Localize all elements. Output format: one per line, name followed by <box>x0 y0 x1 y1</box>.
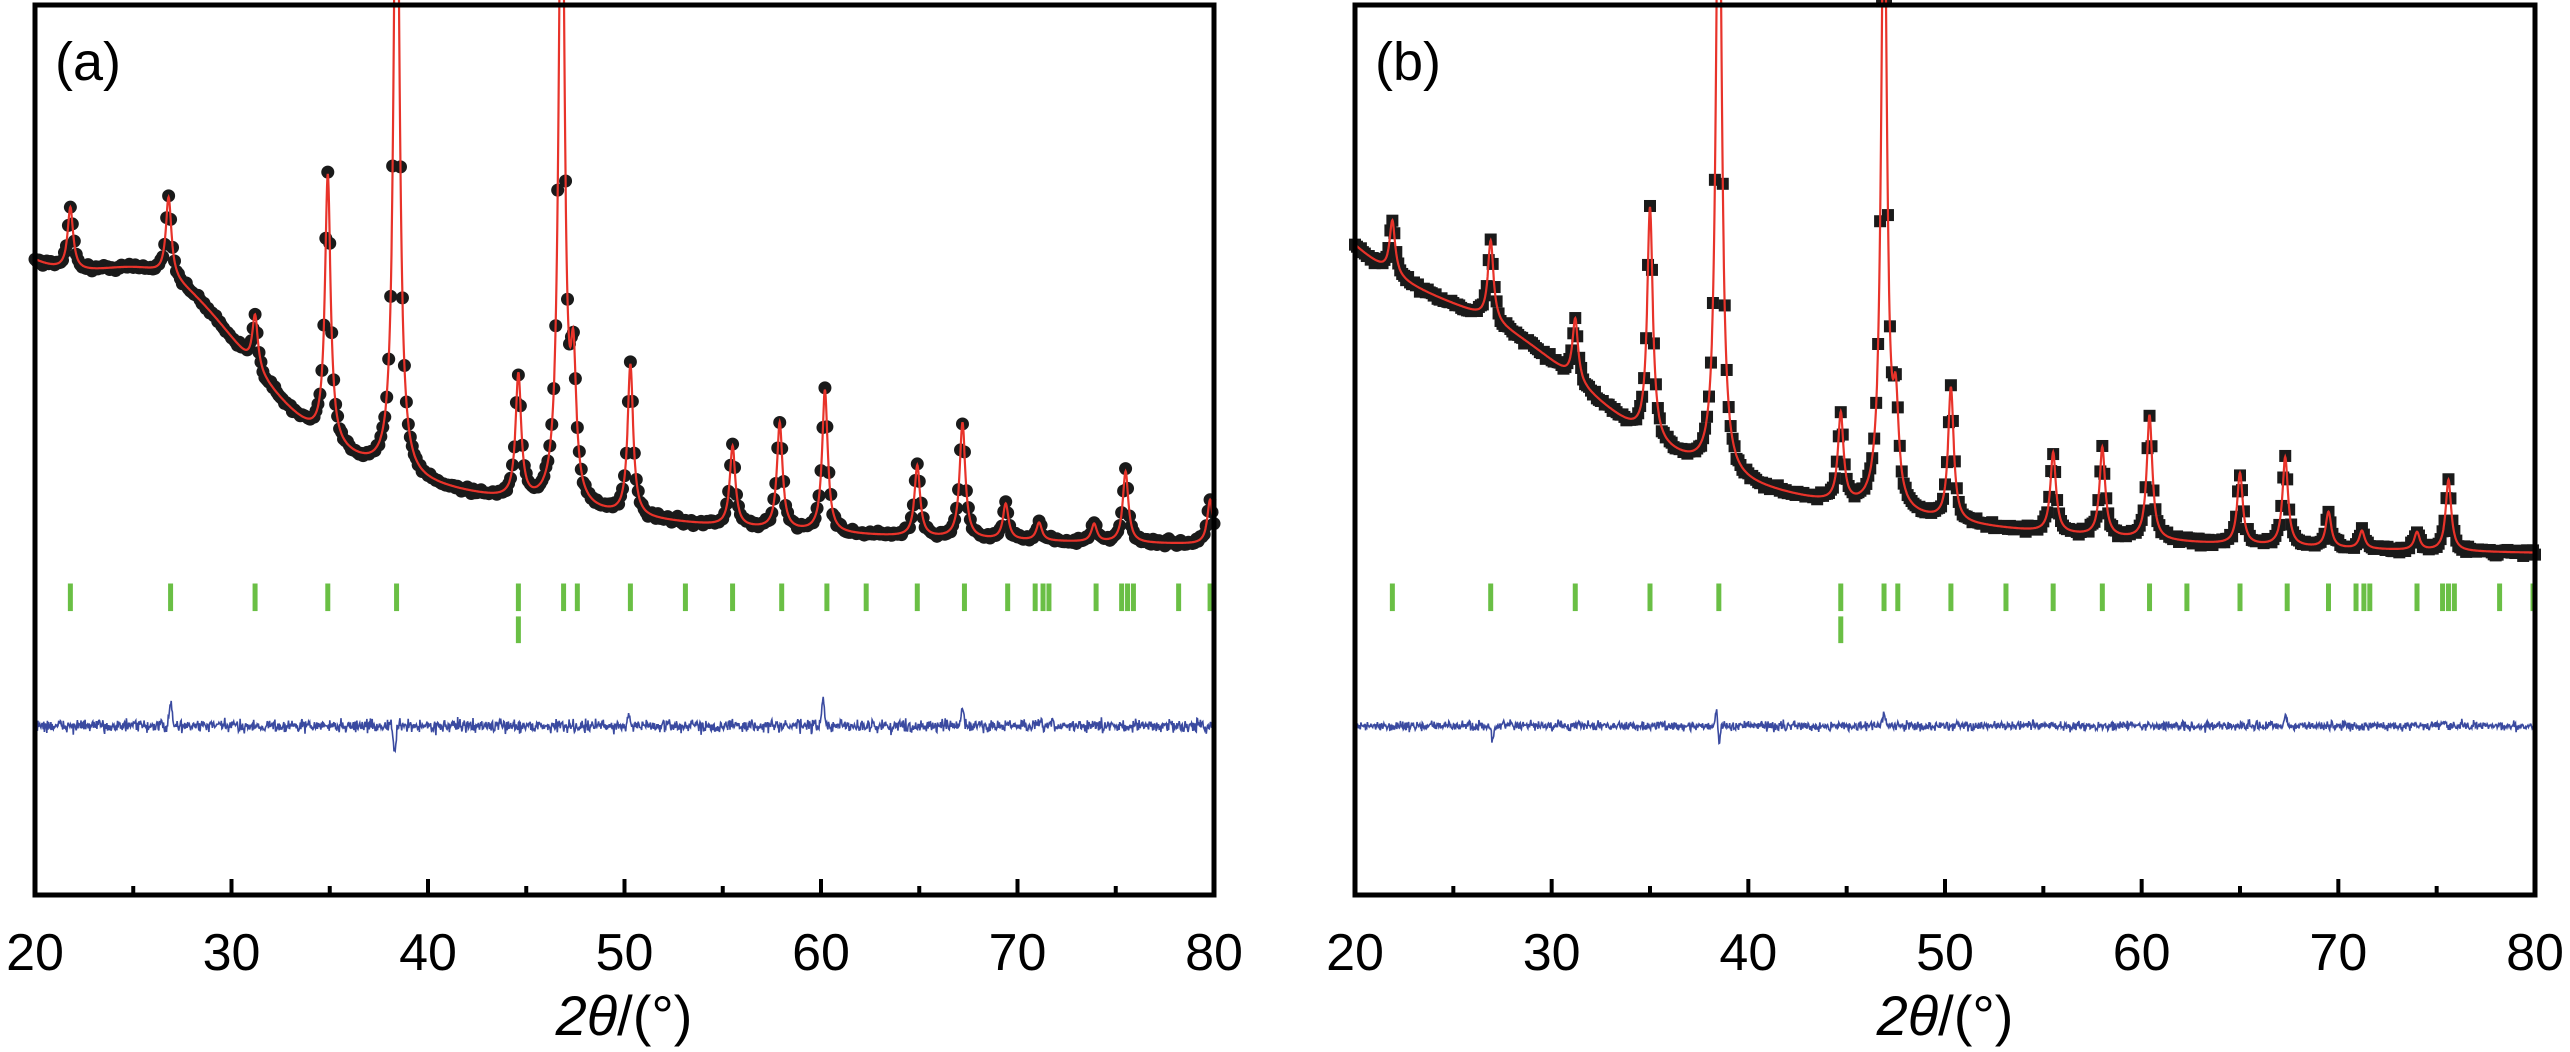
panel-a-x-axis-ticks <box>33 879 1216 895</box>
panel-a-plot-area <box>28 0 1221 754</box>
panel-b-x-tick-label: 80 <box>2506 924 2564 982</box>
panel-b-observed-point <box>1944 379 1957 392</box>
panel-a-x-tick-label: 40 <box>399 924 457 982</box>
panel-b-x-axis-symbol: 2θ <box>1876 984 1939 1047</box>
panel-a: (a) 20 30 40 50 60 70 80 2θ/(°) <box>6 0 1243 1047</box>
panel-b-x-axis-title: 2θ/(°) <box>1876 984 2014 1047</box>
panel-a-x-tick-label: 50 <box>596 924 654 982</box>
panel-a-x-axis-symbol: 2θ <box>555 984 618 1047</box>
panel-a-calculated-line <box>34 0 1216 544</box>
panel-b-x-axis-unit: /(°) <box>1938 984 2013 1047</box>
panel-a-x-tick-label: 30 <box>203 924 261 982</box>
panel-b-x-tick-label: 30 <box>1523 924 1581 982</box>
panel-a-x-tick-label: 70 <box>989 924 1047 982</box>
panel-b-observed-point <box>1644 199 1656 212</box>
panel-b: (b) 20 30 40 50 60 70 80 2θ/(°) <box>1326 0 2564 1047</box>
panel-b-observed-point <box>2226 530 2239 543</box>
panel-b-frame <box>1352 2 2538 898</box>
panel-a-x-axis-tick-labels: 20 30 40 50 60 70 80 <box>6 924 1243 982</box>
panel-a-x-tick-label: 20 <box>6 924 64 982</box>
panel-a-observed-point <box>321 165 335 179</box>
panel-a-observed-point <box>818 381 832 395</box>
panel-a-x-tick-label: 60 <box>792 924 850 982</box>
panel-b-x-tick-label: 40 <box>1719 924 1777 982</box>
panel-a-x-axis-unit: /(°) <box>617 984 692 1047</box>
panel-a-bragg-ticks <box>67 583 1213 644</box>
panel-b-calculated-line <box>1354 0 2536 554</box>
panel-a-x-axis-title: 2θ/(°) <box>555 984 693 1047</box>
panel-b-x-tick-label: 60 <box>2113 924 2171 982</box>
panel-b-bragg-ticks <box>1389 583 2536 644</box>
panel-b-difference-curve <box>1354 709 2536 745</box>
panel-b-x-tick-label: 50 <box>1916 924 1974 982</box>
panel-a-label: (a) <box>55 32 121 92</box>
panel-a-x-tick-label: 80 <box>1185 924 1243 982</box>
panel-b-x-tick-label: 20 <box>1326 924 1384 982</box>
panel-a-difference-curve <box>34 696 1215 754</box>
panel-b-label: (b) <box>1375 32 1441 92</box>
panel-b-x-axis-tick-labels: 20 30 40 50 60 70 80 <box>1326 924 2564 982</box>
panel-b-plot-area <box>1349 0 2541 745</box>
panel-b-x-tick-label: 70 <box>2309 924 2367 982</box>
panel-a-observed-point <box>623 355 637 369</box>
panel-b-x-axis-ticks <box>1353 879 2537 895</box>
